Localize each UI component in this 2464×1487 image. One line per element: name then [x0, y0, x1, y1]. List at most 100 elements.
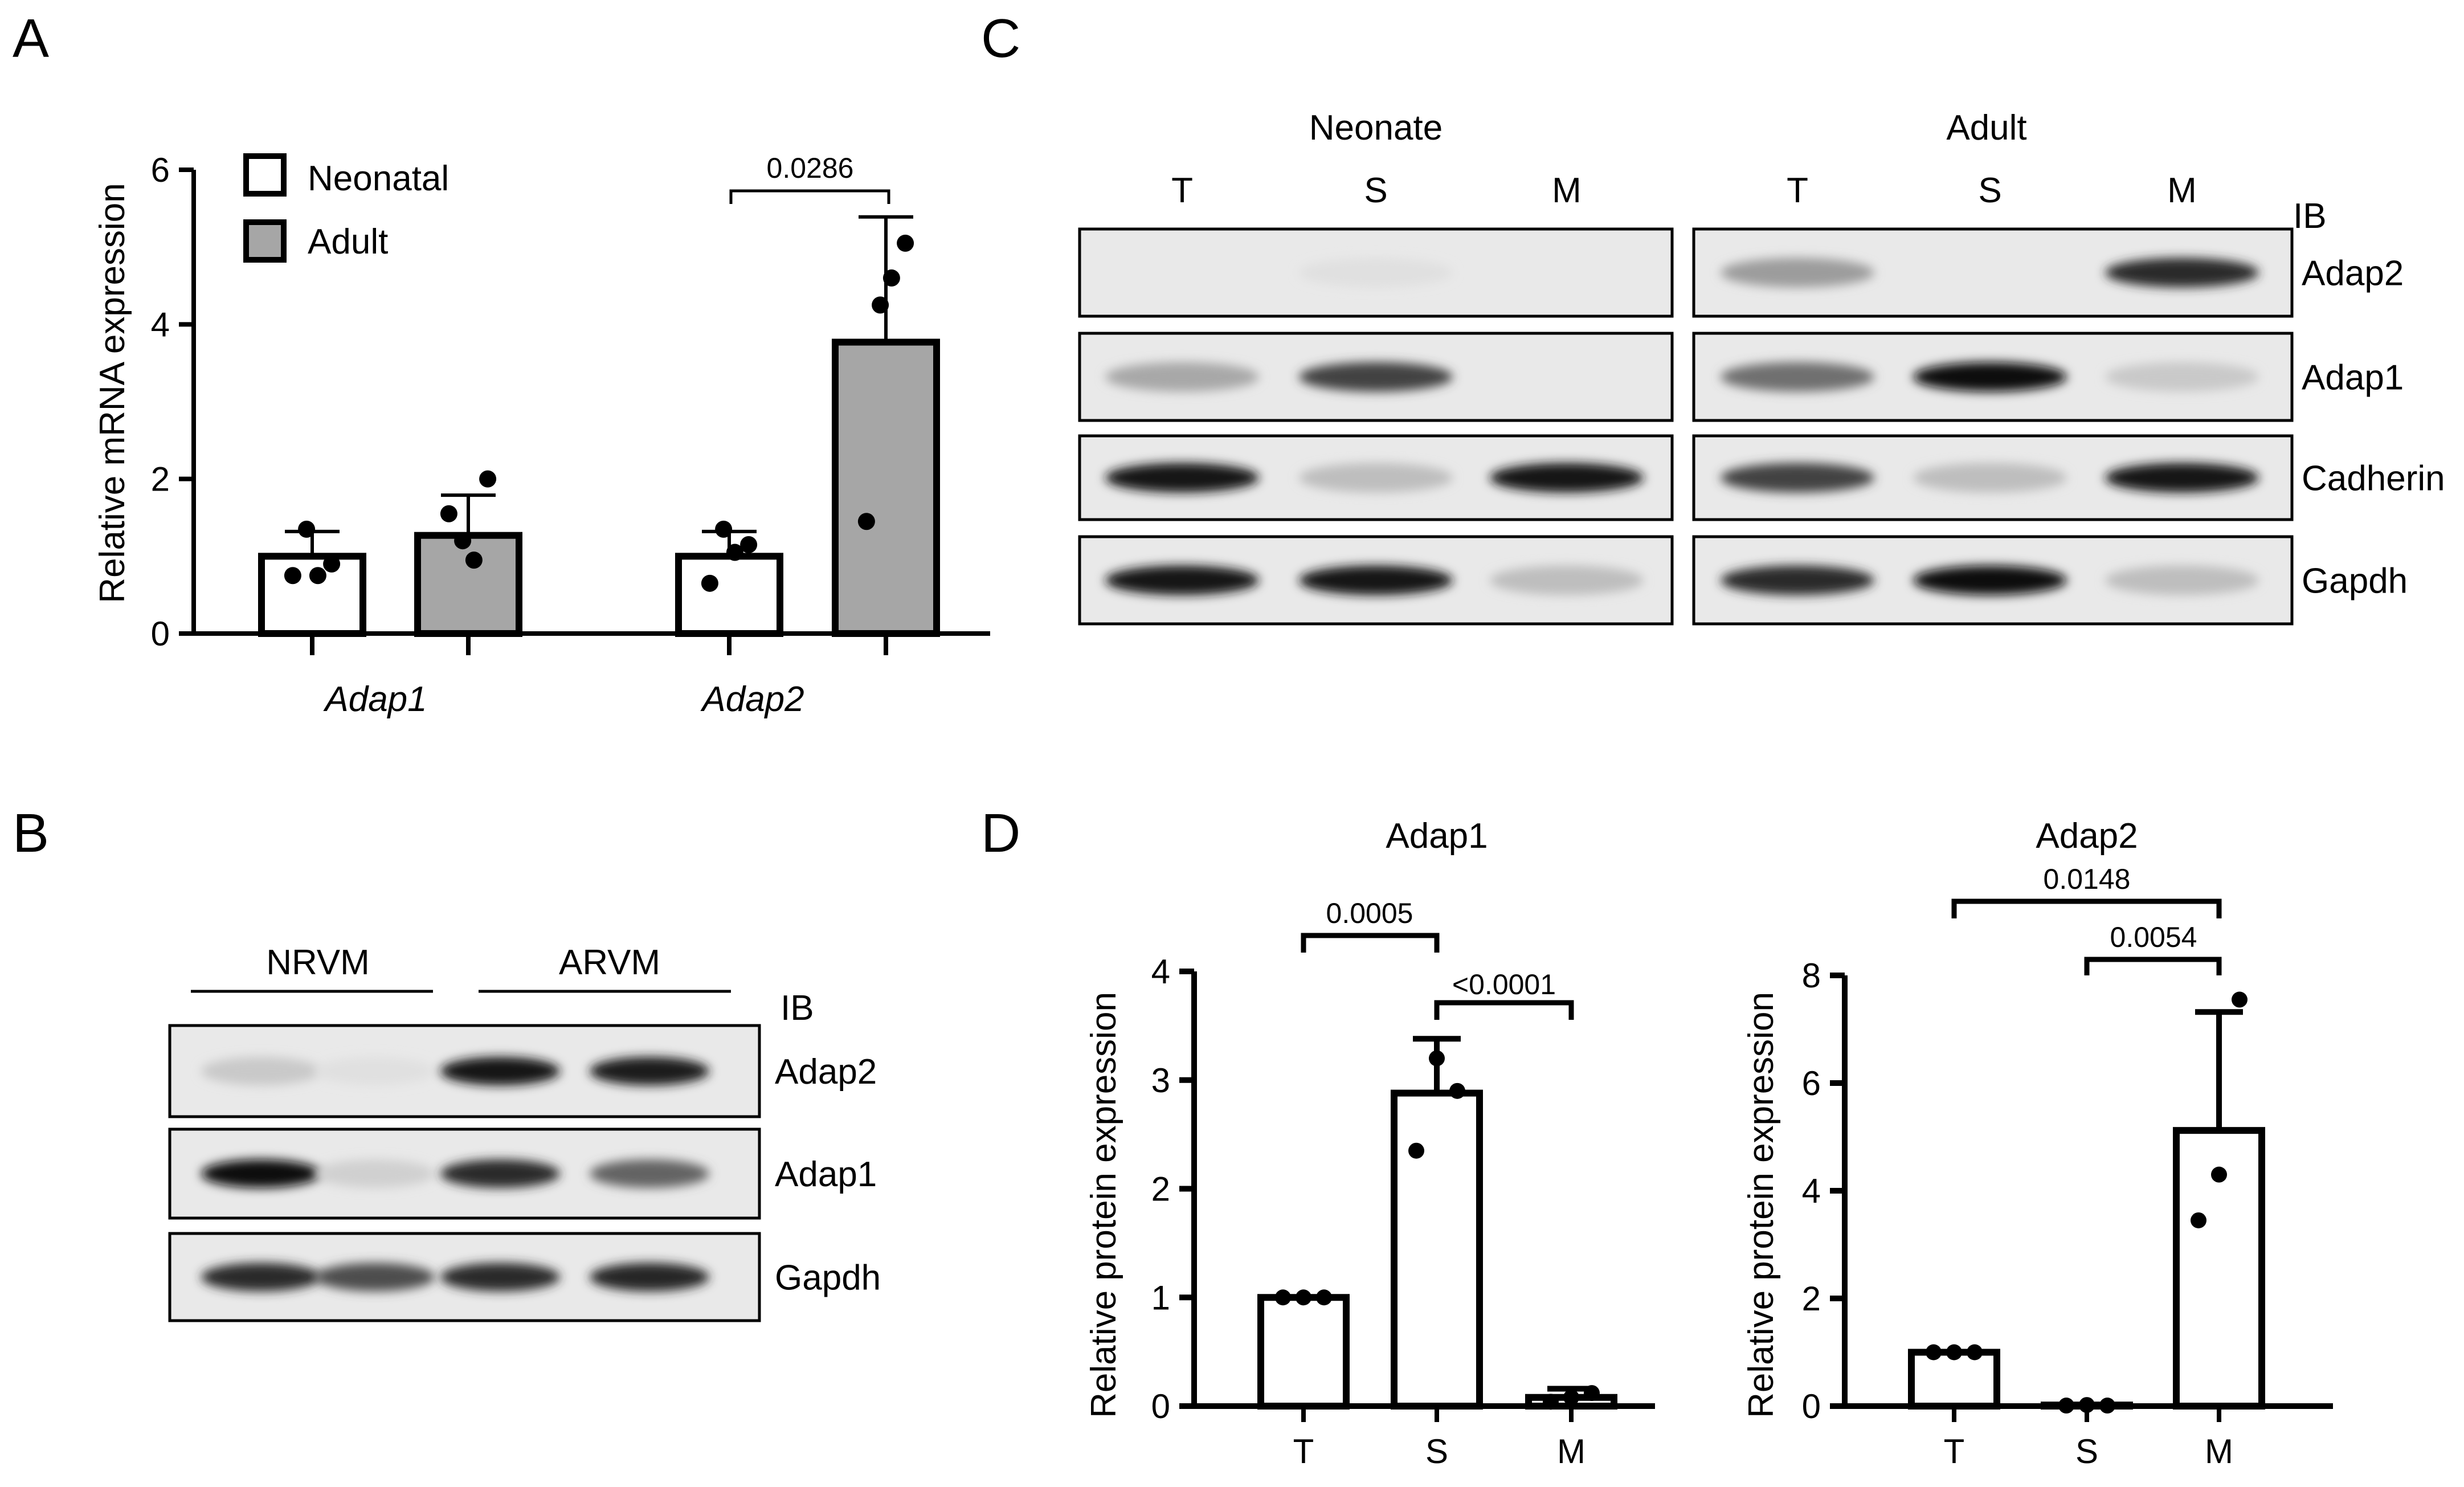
panel-a-data-point — [323, 555, 341, 573]
panel-a-category-adap1: Adap1 — [322, 680, 427, 719]
panel-a: Relative mRNA expression Neonatal Adult … — [93, 151, 990, 719]
panel-d-right-ytick-label: 6 — [1802, 1064, 1821, 1102]
panel-letter-a: A — [13, 8, 49, 69]
panel-d-left-data-point — [1296, 1289, 1311, 1306]
blot-c-band — [1913, 463, 2067, 493]
legend-neonatal-swatch — [243, 153, 287, 197]
panel-d-right-data-point — [2099, 1398, 2115, 1414]
panel-a-data-point — [309, 567, 326, 585]
blot-b-membranes: Adap2 Adap1 Gapdh — [168, 1024, 881, 1322]
panel-a-ytick-label: 0 — [151, 615, 170, 653]
panel-a-data-point — [284, 567, 301, 585]
blot-c-band — [1299, 565, 1453, 595]
panel-a-data-point — [454, 532, 472, 550]
panel-d-left-bar — [1257, 1294, 1350, 1410]
blot-c-band — [1105, 463, 1259, 493]
panel-d-left-ytick-label: 4 — [1151, 953, 1170, 991]
panel-d: Adap1 Adap2 Relative protein expression … — [1084, 816, 2333, 1470]
blot-b-band — [440, 1263, 560, 1292]
blot-c-band — [2105, 463, 2259, 493]
panel-d-left-ytick-label: 2 — [1151, 1170, 1170, 1208]
blot-b-band — [201, 1159, 321, 1188]
panel-d-right-data-point — [1946, 1344, 1962, 1361]
blot-b-band — [590, 1057, 709, 1085]
panel-d-right-bracket-2 — [2084, 957, 2222, 975]
panel-d-left-ytick-label: 0 — [1151, 1387, 1170, 1425]
panel-a-data-point — [872, 296, 889, 314]
panel-a-data-point — [701, 574, 718, 592]
panel-d-right-ytick-label: 2 — [1802, 1280, 1821, 1318]
panel-a-pvalue-bracket — [729, 189, 890, 204]
blot-c-band — [1721, 258, 1874, 288]
blot-c-ib-label: IB — [2293, 197, 2327, 236]
panel-a-data-point — [298, 520, 316, 538]
panel-d-left-title: Adap1 — [1386, 816, 1488, 856]
blot-c-lane-label: S — [1364, 171, 1387, 210]
panel-a-pvalue: 0.0286 — [767, 152, 854, 184]
panel-d-left-bar — [1391, 1089, 1483, 1410]
blot-b-band — [590, 1263, 709, 1292]
panel-d-left-data-point — [1408, 1142, 1424, 1159]
panel-d-right-ytick-label: 0 — [1802, 1387, 1821, 1425]
panel-a-data-point — [465, 552, 483, 569]
blot-c-membranes: T S M T S M Adap2 Adap1 Cadherin Gapdh — [1078, 171, 2445, 626]
panel-a-bar — [675, 553, 783, 637]
panel-b: NRVM ARVM IB Adap2 Adap1 Gapdh — [168, 943, 881, 1322]
blot-b-band — [201, 1263, 321, 1292]
panel-c: Neonate Adult IB T S M T S M Adap2 Adap1 Cadheri… — [1078, 108, 2445, 626]
panel-a-bar — [414, 532, 522, 637]
panel-d-right-data-point — [1926, 1344, 1942, 1361]
panel-a-data-point — [479, 470, 497, 488]
panel-d-right-pvalue-1: 0.0148 — [2044, 863, 2131, 895]
blot-b-band — [315, 1263, 435, 1292]
blot-c-band — [1490, 463, 1644, 493]
panel-d-right-data-point — [2232, 991, 2248, 1008]
panel-a-bar — [832, 338, 940, 638]
panel-d-left-ytick-label: 3 — [1151, 1061, 1170, 1100]
panel-d-right-data-point — [2058, 1398, 2074, 1414]
panel-d-left-data-point — [1543, 1394, 1559, 1410]
panel-letter-c: C — [981, 8, 1020, 69]
blot-c-band — [1105, 362, 1259, 392]
blot-c-lane-label: M — [2167, 171, 2197, 210]
panel-d-left-xtick-label: S — [1425, 1432, 1448, 1470]
blot-c-lane-label: S — [1978, 171, 2001, 210]
panel-d-right-bracket-1 — [1951, 898, 2222, 918]
blot-c-band — [1721, 362, 1874, 392]
blot-b-band — [315, 1057, 435, 1085]
panel-a-ytick-label: 6 — [151, 151, 170, 189]
panel-d-left-xtick-label: M — [1557, 1432, 1586, 1470]
panel-d-left-data-point — [1563, 1389, 1579, 1406]
panel-a-data-point — [740, 536, 758, 553]
blot-b-band — [440, 1057, 560, 1085]
panel-a-data-point — [897, 234, 914, 252]
legend-adult-swatch — [243, 219, 287, 263]
panel-a-data-point — [857, 513, 875, 530]
blot-c-row-label: Adap1 — [2302, 358, 2404, 398]
blot-b-row-label: Gapdh — [775, 1259, 881, 1298]
panel-d-left-pvalue-1: 0.0005 — [1326, 897, 1413, 929]
blot-b-ib-label: IB — [781, 988, 814, 1028]
panel-a-plot: 0 2 4 6 — [151, 151, 990, 655]
blot-c-band — [1299, 362, 1453, 392]
blot-c-row-label: Gapdh — [2302, 562, 2408, 601]
panel-letter-d: D — [981, 803, 1020, 864]
blot-c-band — [1721, 565, 1874, 595]
panel-d-right-data-point — [1967, 1344, 1983, 1361]
panel-d-right-data-point — [2211, 1166, 2227, 1183]
blot-c-lane-label: T — [1787, 171, 1808, 210]
panel-a-data-point — [726, 544, 743, 561]
blot-c-band — [2105, 565, 2259, 595]
blot-c-band — [1913, 565, 2067, 595]
panel-d-left-ylabel: Relative protein expression — [1084, 992, 1123, 1418]
legend-neonatal-label: Neonatal — [308, 159, 449, 198]
panel-d-right-data-point — [2079, 1397, 2095, 1414]
blot-b-band — [590, 1159, 709, 1188]
blot-c-group-neonate: Neonate — [1309, 108, 1443, 148]
blot-c-row-label: Adap2 — [2302, 254, 2404, 293]
panel-d-left-data-point — [1584, 1385, 1600, 1402]
panel-d-left-plot: 0 1 2 3 4 T S M — [1151, 953, 1655, 1470]
blot-b-row-label: Adap2 — [775, 1052, 877, 1092]
legend-adult-label: Adult — [308, 222, 388, 262]
